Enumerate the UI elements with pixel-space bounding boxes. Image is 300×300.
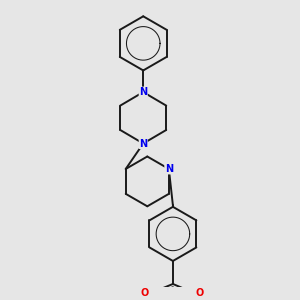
Text: N: N <box>139 139 147 148</box>
Text: O: O <box>141 288 149 298</box>
Text: N: N <box>139 87 147 97</box>
Text: O: O <box>196 288 204 298</box>
Text: N: N <box>165 164 173 174</box>
